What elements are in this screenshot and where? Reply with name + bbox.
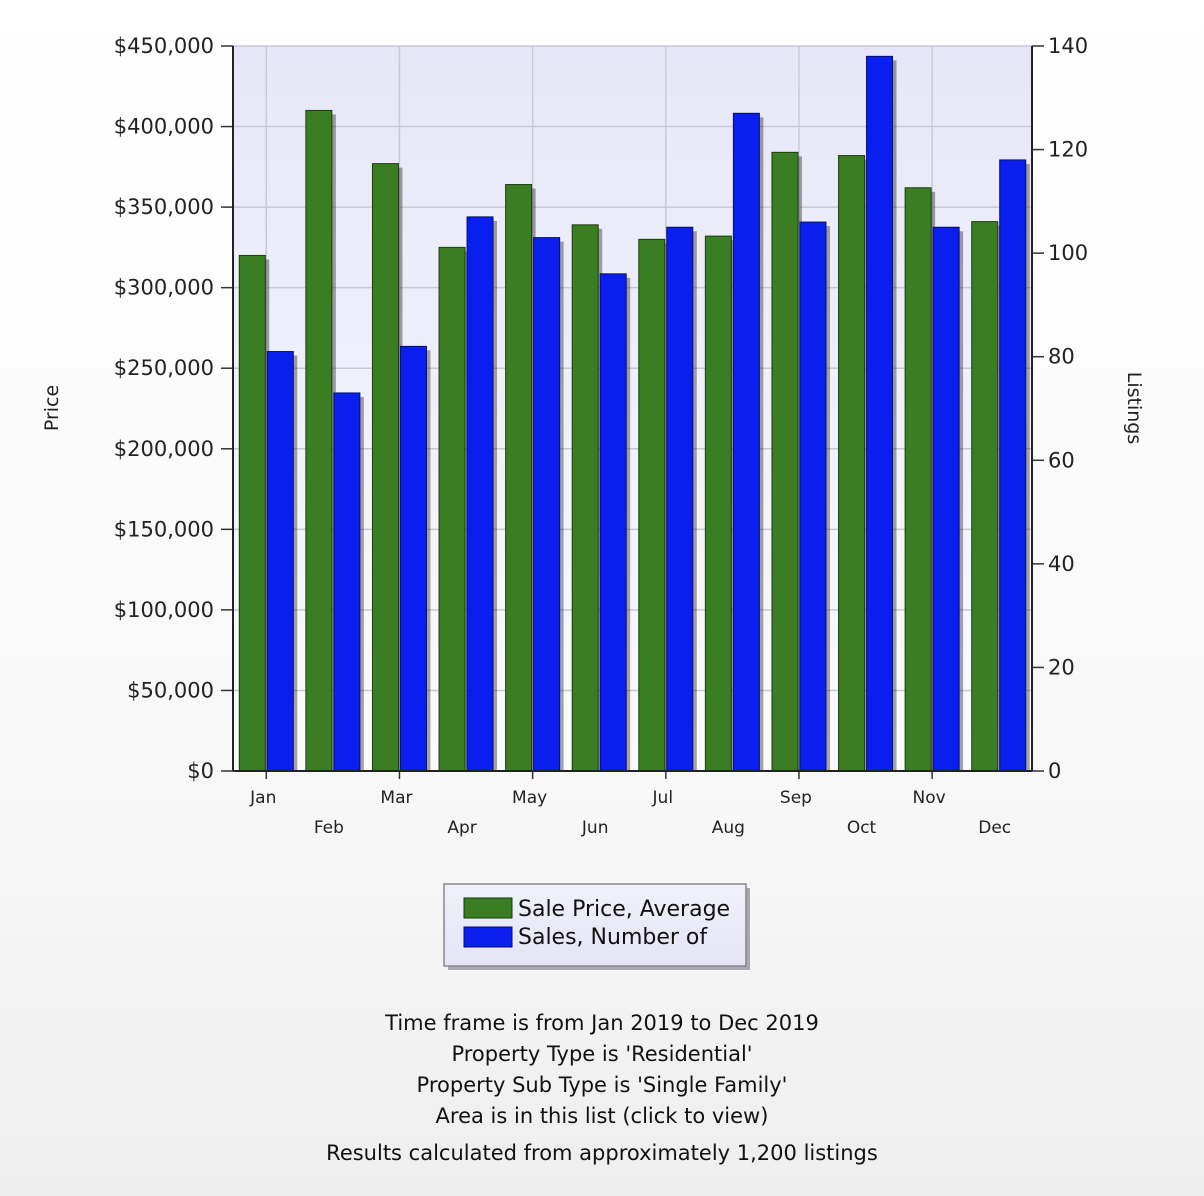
bar-sale-price [505,184,533,772]
y-tick-label-right: 120 [1048,138,1088,162]
bar-sale-price [904,187,932,772]
x-tick-label: Nov [913,788,946,808]
bar-sales-count [466,216,494,772]
x-tick-label: Jan [249,788,276,808]
y-tick-label-left: $300,000 [114,276,214,300]
y-tick-label-left: $250,000 [114,356,214,380]
bar-sales-count [732,112,760,772]
bar-sale-price [771,151,799,772]
y-tick-label-right: 0 [1048,759,1061,783]
bar-sale-price [571,224,599,772]
legend-label-price: Sale Price, Average [518,897,730,922]
y-tick-label-left: $450,000 [114,34,214,58]
x-tick-label: Sep [780,788,812,808]
y-tick-label-left: $0 [187,759,214,783]
bar-sales-count [866,55,894,772]
bar-sale-price [238,254,266,772]
bar-sales-count [333,392,361,772]
sales-chart: $0 $50,000 $100,000 $150,000 $200,000 $250,00… [41,34,1145,970]
property-sub-type-text: Property Sub Type is 'Single Family' [416,1073,788,1097]
x-tick-label: Dec [978,818,1011,838]
legend: Sale Price, Average Sales, Number of [443,883,750,970]
x-tick-label: Aug [712,818,745,838]
y-tick-label-right: 40 [1048,552,1075,576]
bar-sales-count [932,226,960,772]
grid-lines [233,45,1032,771]
plot-background [233,46,1032,771]
y-axis-title-right: Listings [1123,372,1145,445]
x-tick-label: Feb [314,818,344,838]
timeframe-text: Time frame is from Jan 2019 to Dec 2019 [385,1011,819,1035]
y-tick-label-right: 20 [1048,655,1075,679]
y-tick-label-right: 100 [1048,241,1088,265]
y-axis-title-left: Price [41,385,63,431]
bar-sales-count [799,221,827,772]
x-tick-label: Jul [652,788,674,808]
y-tick-label-left: $200,000 [114,437,214,461]
x-tick-label: Mar [380,788,412,808]
bar-sales-count [399,345,427,772]
x-tick-label: May [512,788,547,808]
y-tick-label-left: $100,000 [114,598,214,622]
bar-sale-price [371,163,399,772]
x-tick-label: Apr [447,818,476,838]
y-tick-label-left: $150,000 [114,517,214,541]
x-tick-label: Oct [847,818,877,838]
y-tick-label-right: 60 [1048,448,1075,472]
y-tick-label-right: 80 [1048,345,1075,369]
bar-sales-count [533,237,561,772]
bar-sale-price [971,221,999,772]
y-tick-label-left: $350,000 [114,195,214,219]
y-tick-label-left: $50,000 [127,678,214,702]
y-tick-label-right: 140 [1048,34,1088,58]
x-tick-label: Jun [581,818,609,838]
results-text: Results calculated from approximately 1,… [326,1141,878,1165]
bar-sales-count [999,159,1027,772]
bars [238,55,1030,772]
bar-sale-price [438,246,466,772]
property-type-text: Property Type is 'Residential' [451,1042,753,1066]
y-tick-label-left: $400,000 [114,115,214,139]
chart-notes: Time frame is from Jan 2019 to Dec 2019 … [0,1008,1204,1169]
bar-sale-price [704,235,732,772]
bar-sales-count [599,273,627,772]
chart-svg: $0 $50,000 $100,000 $150,000 $200,000 $250,00… [41,34,1145,970]
bar-sales-count [266,351,294,772]
area-link[interactable]: Area is in this list (click to view) [435,1104,769,1128]
legend-swatch-price [463,897,513,919]
bar-sale-price [305,109,333,772]
bar-sale-price [638,238,666,772]
bar-sales-count [666,226,694,772]
bar-sale-price [838,155,866,772]
axes [221,45,1044,779]
legend-swatch-sales [463,926,513,948]
legend-label-sales: Sales, Number of [518,925,708,950]
axis-labels: $0 $50,000 $100,000 $150,000 $200,000 $250,00… [114,34,1088,838]
